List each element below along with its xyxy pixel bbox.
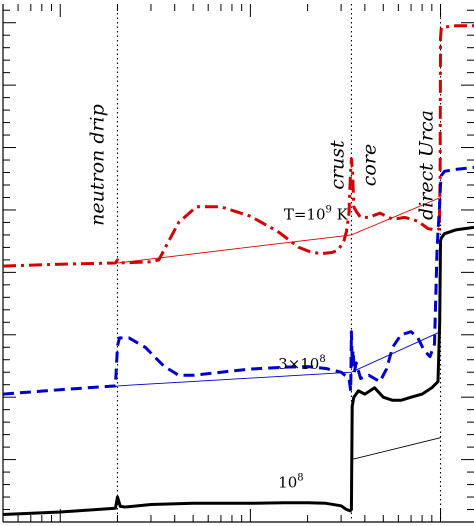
curve-label-exponent: 9: [326, 204, 332, 215]
series-line: [2, 225, 474, 516]
curve-label: T=109 K: [284, 204, 349, 223]
curve-label: 108: [278, 473, 303, 492]
curve-label-exponent: 8: [319, 354, 325, 365]
marker-label: direct Urca: [416, 110, 438, 220]
series-line: [2, 24, 474, 268]
marker-label: crust: [326, 140, 348, 190]
annotations: neutron drip crust core direct Urca T=109 K 3…: [86, 104, 437, 491]
curve-label: 3×108: [278, 354, 326, 373]
axes: [2, 4, 474, 523]
curve-label-base: 3×10: [278, 355, 319, 373]
series-lines: [2, 24, 474, 516]
curve-label-base: T=10: [284, 205, 326, 223]
curve-label-exponent: 8: [297, 473, 303, 484]
curve-label-unit: K: [332, 205, 349, 223]
reference-lines: [117, 197, 441, 461]
marker-lines: [116, 4, 442, 522]
reference-line: [117, 197, 441, 264]
reference-line: [117, 331, 441, 387]
marker-label: core: [358, 144, 380, 186]
series-line: [2, 166, 474, 396]
marker-label: neutron drip: [86, 104, 108, 226]
reference-line: [351, 437, 441, 461]
curve-label-base: 10: [278, 474, 297, 492]
